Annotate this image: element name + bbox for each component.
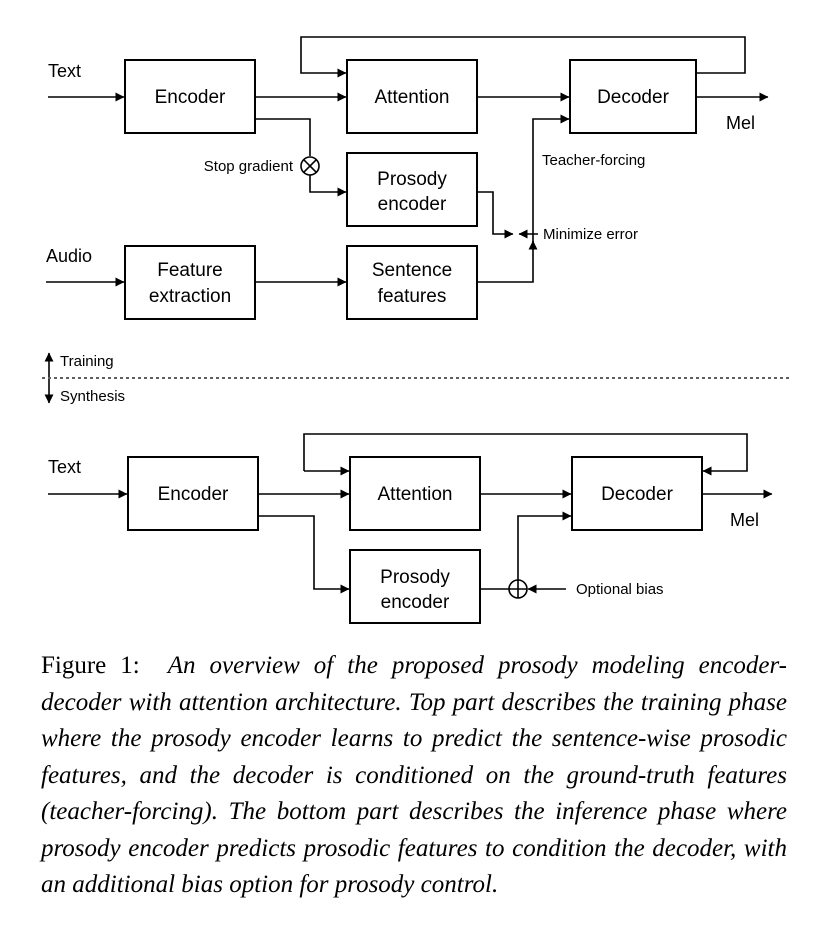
bias-sum-icon: [508, 579, 528, 599]
training-encoder-label: Encoder: [155, 87, 226, 108]
synthesis-encoder-block: [127, 456, 259, 531]
synthesis-prosody-encoder-label-line2: encoder: [381, 592, 450, 613]
sentence-features-label-line1: Sentence: [372, 260, 452, 281]
training-prosody-encoder-label-line2: encoder: [378, 194, 447, 215]
synthesis-decoder-label: Decoder: [601, 484, 673, 505]
training-prosody-encoder-label-line1: Prosody: [377, 169, 447, 190]
training-attention-label: Attention: [375, 87, 450, 108]
encoder-to-stop-gradient-line: [255, 118, 311, 156]
caption-lead: Figure 1:: [41, 652, 140, 679]
synthesis-decoder-block: [571, 456, 703, 531]
sum-to-decoder-arrow: [517, 511, 572, 580]
minimize-error-label: Minimize error: [543, 226, 638, 243]
training-text-input-label: Text: [48, 61, 81, 81]
feature-extraction-label-line1: Feature: [157, 260, 222, 281]
architecture-diagram: Text Encoder Attention Decoder Mel Stop …: [42, 36, 790, 624]
training-phase-label: Training: [60, 353, 114, 370]
caption-body: An overview of the proposed prosody mode…: [41, 652, 787, 898]
optional-bias-label: Optional bias: [576, 581, 664, 598]
training-audio-input-label: Audio: [46, 246, 92, 266]
figure-caption: Figure 1: An overview of the proposed pr…: [41, 648, 787, 904]
synthesis-text-input-label: Text: [48, 457, 81, 477]
sentence-to-decoder-arrow: [477, 114, 570, 283]
synthesis-attention-label: Attention: [378, 484, 453, 505]
synthesis-diagram: Text Encoder Attention Decoder Mel Proso…: [48, 433, 773, 624]
training-prosody-encoder-block: [346, 152, 478, 227]
synthesis-encoder-label: Encoder: [158, 484, 229, 505]
phase-divider: Training Synthesis: [42, 352, 790, 405]
synthesis-prosody-encoder-block: [349, 549, 481, 624]
prosody-to-error-arrow: [477, 191, 514, 239]
training-diagram: Text Encoder Attention Decoder Mel Stop …: [46, 36, 769, 320]
synthesis-phase-label: Synthesis: [60, 388, 125, 405]
sentence-features-block: [346, 245, 478, 320]
synth-encoder-to-prosody-arrow: [258, 515, 350, 594]
feature-extraction-label-line2: extraction: [149, 286, 231, 307]
training-mel-output-label: Mel: [726, 113, 755, 133]
teacher-forcing-label: Teacher-forcing: [542, 152, 645, 169]
synthesis-attention-block: [349, 456, 481, 531]
synth-decoder-feedback-loop: [303, 433, 748, 476]
training-attention-block: [346, 59, 478, 134]
training-decoder-label: Decoder: [597, 87, 669, 108]
stop-gradient-icon: [300, 156, 320, 176]
sentence-features-label-line2: features: [378, 286, 447, 307]
feature-extraction-block: [124, 245, 256, 320]
decoder-feedback-loop: [300, 36, 746, 78]
stop-gradient-label: Stop gradient: [204, 158, 294, 175]
synthesis-mel-output-label: Mel: [730, 510, 759, 530]
synthesis-prosody-encoder-label-line1: Prosody: [380, 567, 450, 588]
training-decoder-block: [569, 59, 697, 134]
stop-gradient-to-prosody-arrow: [309, 175, 347, 197]
